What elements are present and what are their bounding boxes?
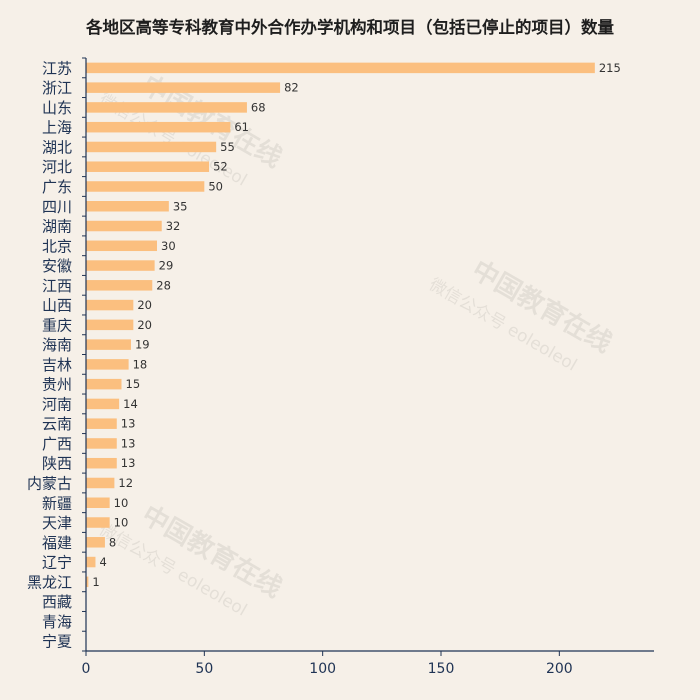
- value-label: 50: [208, 179, 223, 193]
- category-label: 河南: [42, 395, 72, 413]
- bar: [86, 576, 89, 588]
- value-label: 19: [135, 338, 150, 352]
- bar: [86, 82, 281, 93]
- x-tick-label: 50: [195, 661, 213, 677]
- bar: [86, 62, 595, 74]
- bar: [86, 438, 117, 449]
- bar: [86, 220, 162, 232]
- bar: [86, 517, 110, 528]
- category-label: 浙江: [42, 79, 72, 97]
- value-label: 12: [118, 476, 133, 490]
- category-label: 江西: [42, 277, 72, 295]
- category-labels: 江苏浙江山东上海湖北河北广东四川湖南北京安徽江西山西重庆海南吉林贵州河南云南广西…: [27, 59, 72, 650]
- bar: [86, 201, 169, 212]
- x-tick-label: 100: [309, 661, 336, 677]
- bar: [86, 161, 210, 172]
- bar: [86, 102, 247, 113]
- bar: [86, 457, 117, 469]
- value-label: 30: [161, 239, 176, 253]
- value-label: 61: [234, 120, 249, 134]
- value-label: 82: [284, 81, 299, 95]
- value-label: 68: [251, 100, 266, 114]
- category-label: 云南: [42, 415, 72, 433]
- category-label: 广东: [42, 178, 72, 196]
- value-label: 52: [213, 160, 228, 174]
- category-label: 重庆: [42, 316, 72, 334]
- category-label: 黑龙江: [27, 573, 72, 591]
- value-label: 55: [220, 140, 235, 154]
- bar: [86, 378, 122, 390]
- chart-title: 各地区高等专科教育中外合作办学机构和项目（包括已停止的项目）数量: [86, 18, 614, 37]
- category-label: 贵州: [42, 376, 72, 394]
- category-label: 广西: [42, 435, 72, 453]
- bar: [86, 181, 205, 192]
- category-label: 江苏: [42, 59, 72, 77]
- category-label: 河北: [42, 158, 72, 176]
- category-label: 北京: [42, 237, 72, 255]
- value-label: 20: [137, 298, 152, 312]
- value-label: 13: [121, 417, 136, 431]
- bar: [86, 280, 153, 291]
- bars: [86, 62, 595, 588]
- category-label: 陕西: [42, 455, 72, 473]
- bar: [86, 497, 110, 508]
- bar: [86, 299, 134, 311]
- value-label: 13: [121, 436, 136, 450]
- category-label: 四川: [42, 198, 72, 216]
- category-label: 福建: [42, 534, 72, 552]
- category-label: 上海: [42, 119, 72, 137]
- category-label: 湖南: [42, 218, 72, 236]
- value-label: 18: [133, 357, 148, 371]
- value-label: 20: [137, 318, 152, 332]
- x-tick-label: 0: [82, 661, 91, 677]
- value-label: 215: [599, 61, 621, 75]
- category-label: 海南: [42, 336, 72, 354]
- value-label: 35: [173, 199, 188, 213]
- x-tick-label: 200: [546, 661, 573, 677]
- category-label: 山西: [42, 297, 72, 315]
- bar: [86, 240, 157, 252]
- category-label: 山东: [42, 99, 72, 117]
- category-label: 安徽: [42, 257, 72, 275]
- value-label: 1: [92, 575, 99, 589]
- category-label: 青海: [42, 613, 72, 631]
- category-label: 内蒙古: [27, 474, 72, 492]
- value-labels: 2158268615552503532302928202019181514131…: [92, 61, 620, 589]
- bar: [86, 359, 129, 370]
- value-label: 10: [114, 516, 129, 530]
- bar: [86, 537, 105, 548]
- x-tick-label: 150: [428, 661, 455, 677]
- value-label: 29: [159, 259, 174, 273]
- category-label: 新疆: [42, 494, 72, 512]
- category-label: 辽宁: [42, 554, 72, 572]
- value-label: 4: [99, 555, 106, 569]
- bar: [86, 121, 231, 133]
- value-label: 10: [114, 496, 129, 510]
- value-label: 13: [121, 456, 136, 470]
- bar: [86, 339, 131, 350]
- axes: 0 50 100 150 200: [82, 57, 654, 677]
- bar: [86, 260, 155, 271]
- bar: [86, 477, 115, 489]
- bar: [86, 398, 120, 410]
- bar: [86, 319, 134, 331]
- value-label: 14: [123, 397, 138, 411]
- bar: [86, 418, 117, 429]
- value-label: 15: [126, 377, 141, 391]
- bar: [86, 556, 96, 568]
- value-label: 28: [156, 278, 171, 292]
- category-label: 宁夏: [42, 633, 72, 651]
- value-label: 32: [166, 219, 181, 233]
- bar: [86, 141, 217, 153]
- category-label: 湖北: [42, 138, 72, 156]
- category-label: 西藏: [42, 593, 72, 611]
- value-label: 8: [109, 535, 116, 549]
- category-label: 天津: [42, 514, 72, 532]
- category-label: 吉林: [42, 356, 72, 374]
